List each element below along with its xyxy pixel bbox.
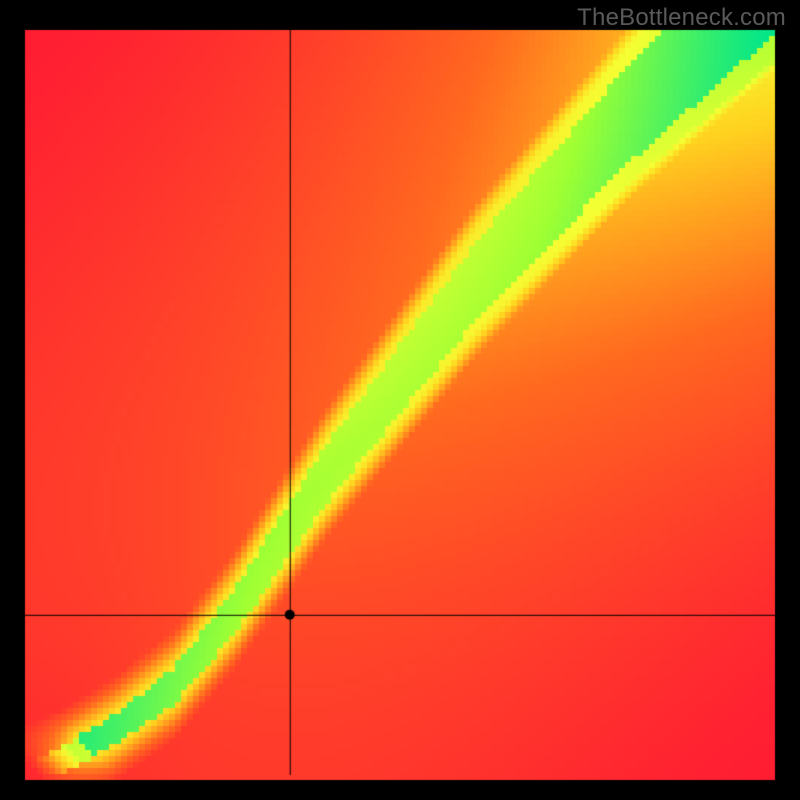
watermark-label: TheBottleneck.com <box>577 4 786 32</box>
chart-container: TheBottleneck.com <box>0 0 800 800</box>
bottleneck-heatmap <box>0 0 800 800</box>
